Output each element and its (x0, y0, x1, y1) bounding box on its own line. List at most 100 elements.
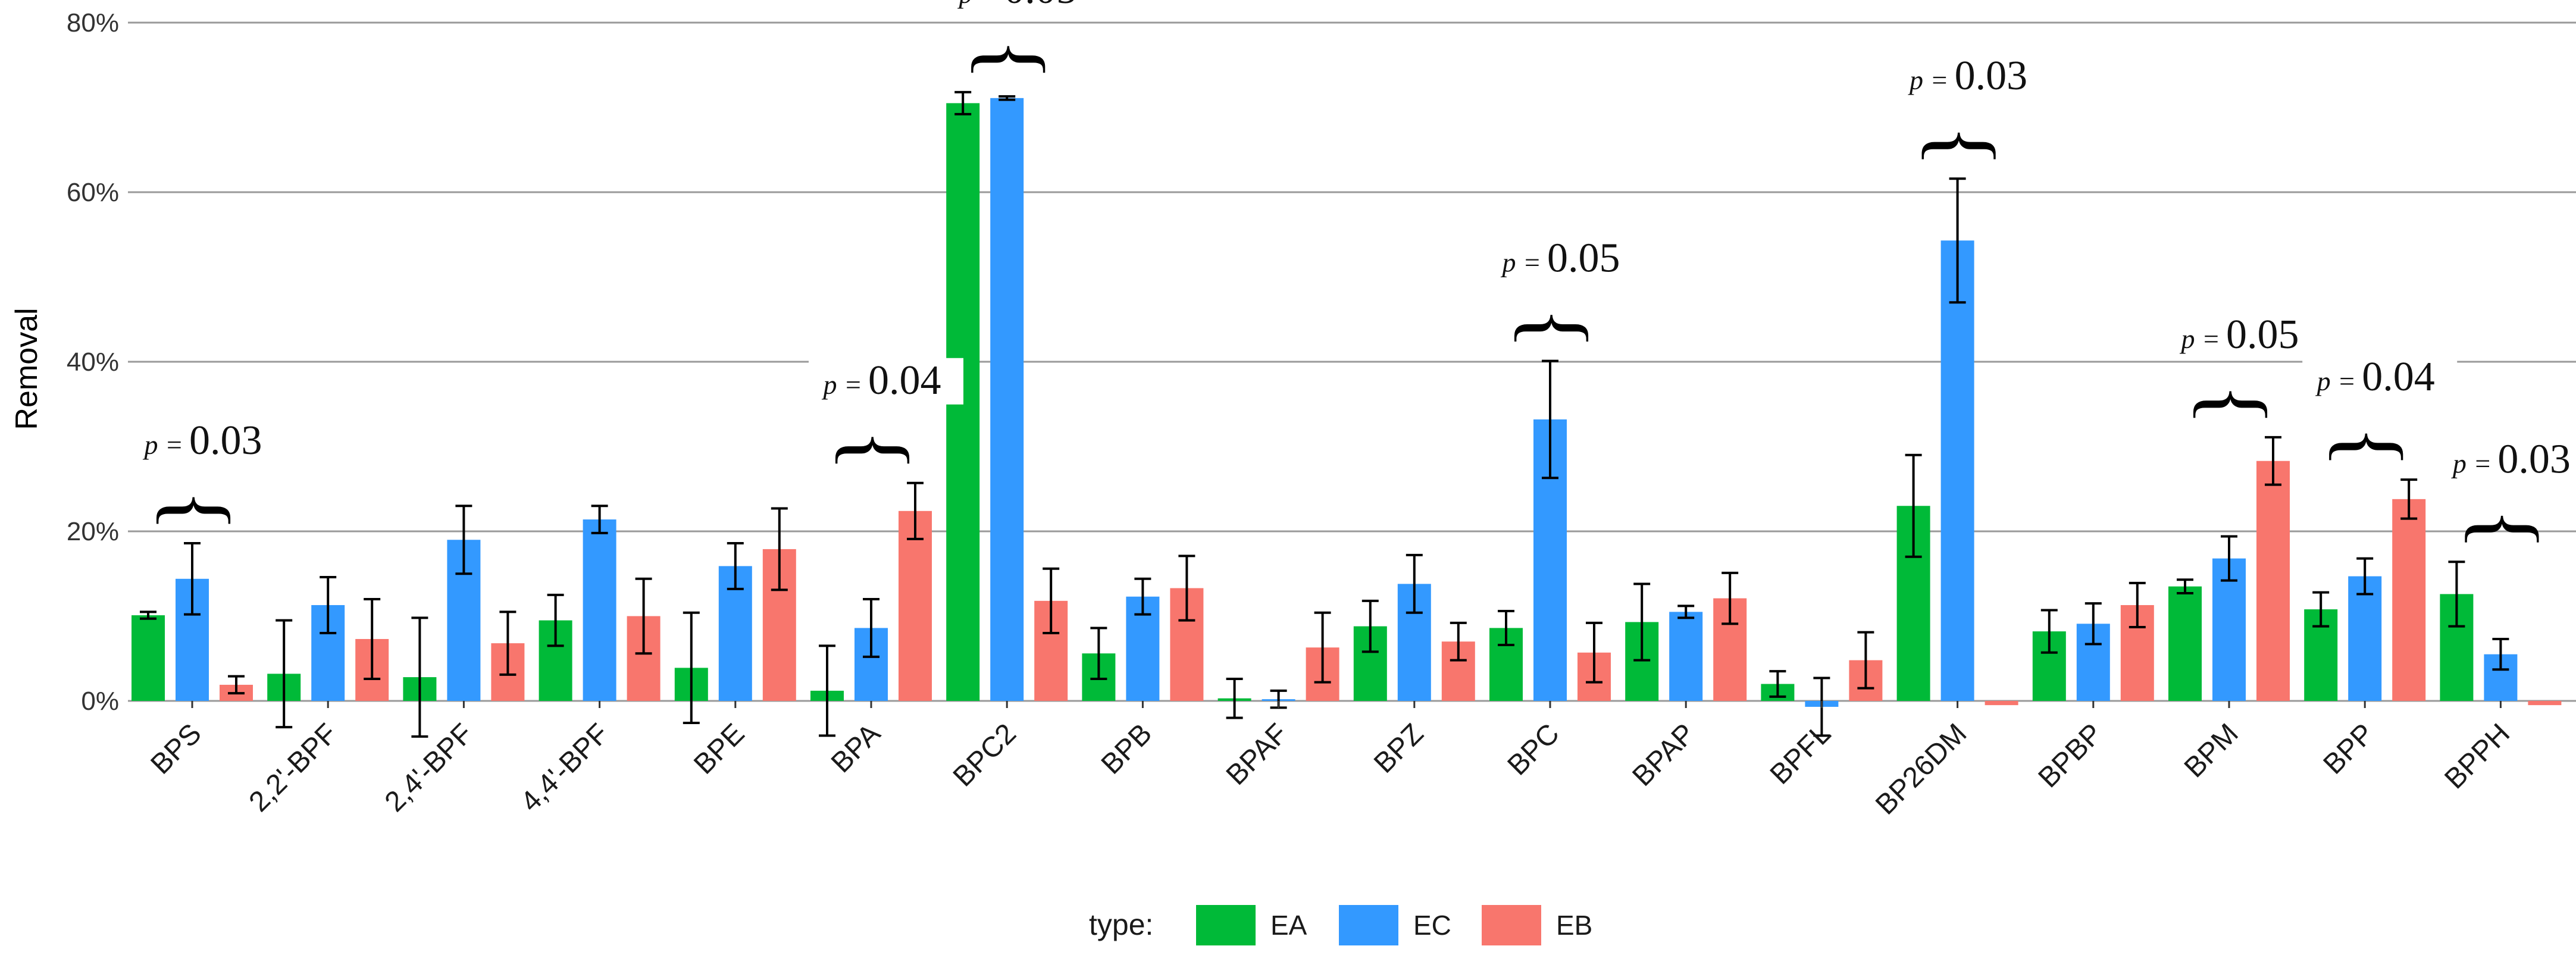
error-bar (591, 505, 608, 534)
x-tick-label: 2,2'-BPF (243, 718, 343, 818)
bar-ec (2212, 558, 2246, 701)
error-bar (954, 90, 972, 115)
error-bar (547, 593, 564, 647)
x-tick-label: BPPH (2439, 718, 2516, 795)
brace: { (828, 429, 927, 472)
legend-label: EC (1413, 910, 1451, 941)
legend-swatch-ea (1196, 905, 1256, 945)
error-bar (771, 507, 788, 591)
legend-label: EA (1270, 910, 1307, 941)
p-value-number: 0.03 (189, 418, 262, 463)
bar-ec (583, 519, 616, 701)
y-axis-label: Removal (10, 308, 44, 430)
brace: { (1914, 124, 2013, 167)
p-value-label: p = (2451, 448, 2492, 478)
brace: { (2186, 383, 2284, 426)
x-tick-label: BPM (2179, 718, 2245, 784)
significance-annotation: {p =0.05 (1488, 236, 1642, 350)
error-bar (411, 616, 428, 738)
bar-ea (2168, 586, 2202, 701)
error-bar (635, 577, 652, 655)
p-value-number: 0.03 (1955, 53, 2028, 99)
x-tick-label: 2,4'-BPF (379, 718, 479, 818)
legend-swatch-ec (1339, 905, 1398, 945)
significance-annotation: {p = 0.03 (2438, 436, 2576, 550)
error-bar (819, 644, 835, 737)
error-bar (140, 610, 156, 620)
error-bar (228, 675, 245, 695)
error-bar (499, 610, 517, 676)
error-bar (1857, 631, 1874, 690)
p-value-number: 0.05 (1547, 236, 1620, 281)
bar-eb (2528, 701, 2562, 706)
error-bar (1905, 453, 1922, 558)
x-tick-label: BPB (1095, 718, 1158, 780)
error-bar (320, 575, 337, 634)
y-axis-ticks: 0% 20% 40% 60% 80% (67, 8, 119, 716)
x-tick-label: BPC (1502, 718, 1566, 781)
error-bar (1949, 177, 1966, 304)
error-bar (2221, 535, 2237, 582)
error-bar (907, 481, 924, 540)
error-bar (1043, 567, 1060, 634)
significance-annotation: { p = 0.04 (809, 358, 963, 472)
p-value-number: 0.05 (2226, 312, 2299, 358)
x-tick-label: BPFL (1764, 718, 1837, 790)
error-bar (1134, 577, 1151, 616)
p-value-label: p = (957, 0, 999, 9)
error-bar (2129, 581, 2146, 629)
bar-ec (1940, 240, 1974, 701)
error-bar (1406, 553, 1423, 614)
error-bar (1586, 621, 1602, 684)
error-bar (2040, 609, 2058, 654)
error-bar (1769, 670, 1786, 698)
x-tick-label: BPP (2318, 718, 2380, 780)
error-bar (999, 95, 1016, 101)
brace: { (149, 489, 248, 532)
error-bar (1226, 677, 1243, 719)
significance-annotations: {p =0.03{p =0.04{p =0.05{p =0.05{p =0.03… (130, 0, 2576, 550)
label-background (2167, 312, 2321, 359)
gridlines (128, 21, 2576, 702)
p-value-label: p = (1908, 65, 1949, 95)
error-bar (2084, 602, 2102, 646)
significance-annotation: { p = 0.03 (130, 418, 284, 532)
error-bar (863, 598, 879, 658)
error-bar (184, 541, 201, 616)
bar-ec (1669, 612, 1703, 701)
x-tick-label: BPAP (1626, 718, 1701, 793)
error-bar (1090, 627, 1107, 680)
error-bar (1361, 599, 1379, 653)
y-tick-label: 20% (67, 517, 119, 546)
p-value-label: p = (142, 430, 183, 460)
error-bar (1721, 571, 1739, 625)
significance-annotation: {p =0.05 (944, 0, 1100, 81)
error-bar (276, 619, 293, 729)
significance-annotation: {p =0.05 (2167, 312, 2321, 426)
x-tick-label: BPZ (1368, 718, 1429, 779)
p-value-label: p = (2315, 366, 2356, 396)
y-tick-label: 80% (67, 8, 119, 37)
bar-eb (899, 511, 932, 701)
error-bar (727, 541, 744, 590)
label-background (1895, 54, 2050, 101)
error-bar (1450, 621, 1467, 662)
x-tick-label: BPS (145, 718, 207, 780)
x-tick-label: BPA (825, 718, 887, 779)
error-bar (2492, 637, 2509, 671)
error-bar (1178, 555, 1195, 622)
significance-annotation: {p = 0.04 (2302, 354, 2458, 468)
p-value-label: p = (1500, 248, 1541, 278)
p-value-number: 0.04 (868, 358, 941, 403)
p-value-label: p = (821, 369, 862, 400)
brace: { (2457, 508, 2556, 550)
error-bar (1677, 605, 1695, 619)
x-tick-label: BP26DM (1870, 718, 1973, 820)
error-bar (364, 598, 381, 680)
error-bar (2312, 591, 2330, 628)
y-tick-label: 0% (81, 687, 119, 716)
error-bar (1542, 359, 1558, 480)
error-bar (1633, 582, 1651, 662)
label-background (809, 358, 963, 405)
legend-swatch-eb (1482, 905, 1541, 945)
